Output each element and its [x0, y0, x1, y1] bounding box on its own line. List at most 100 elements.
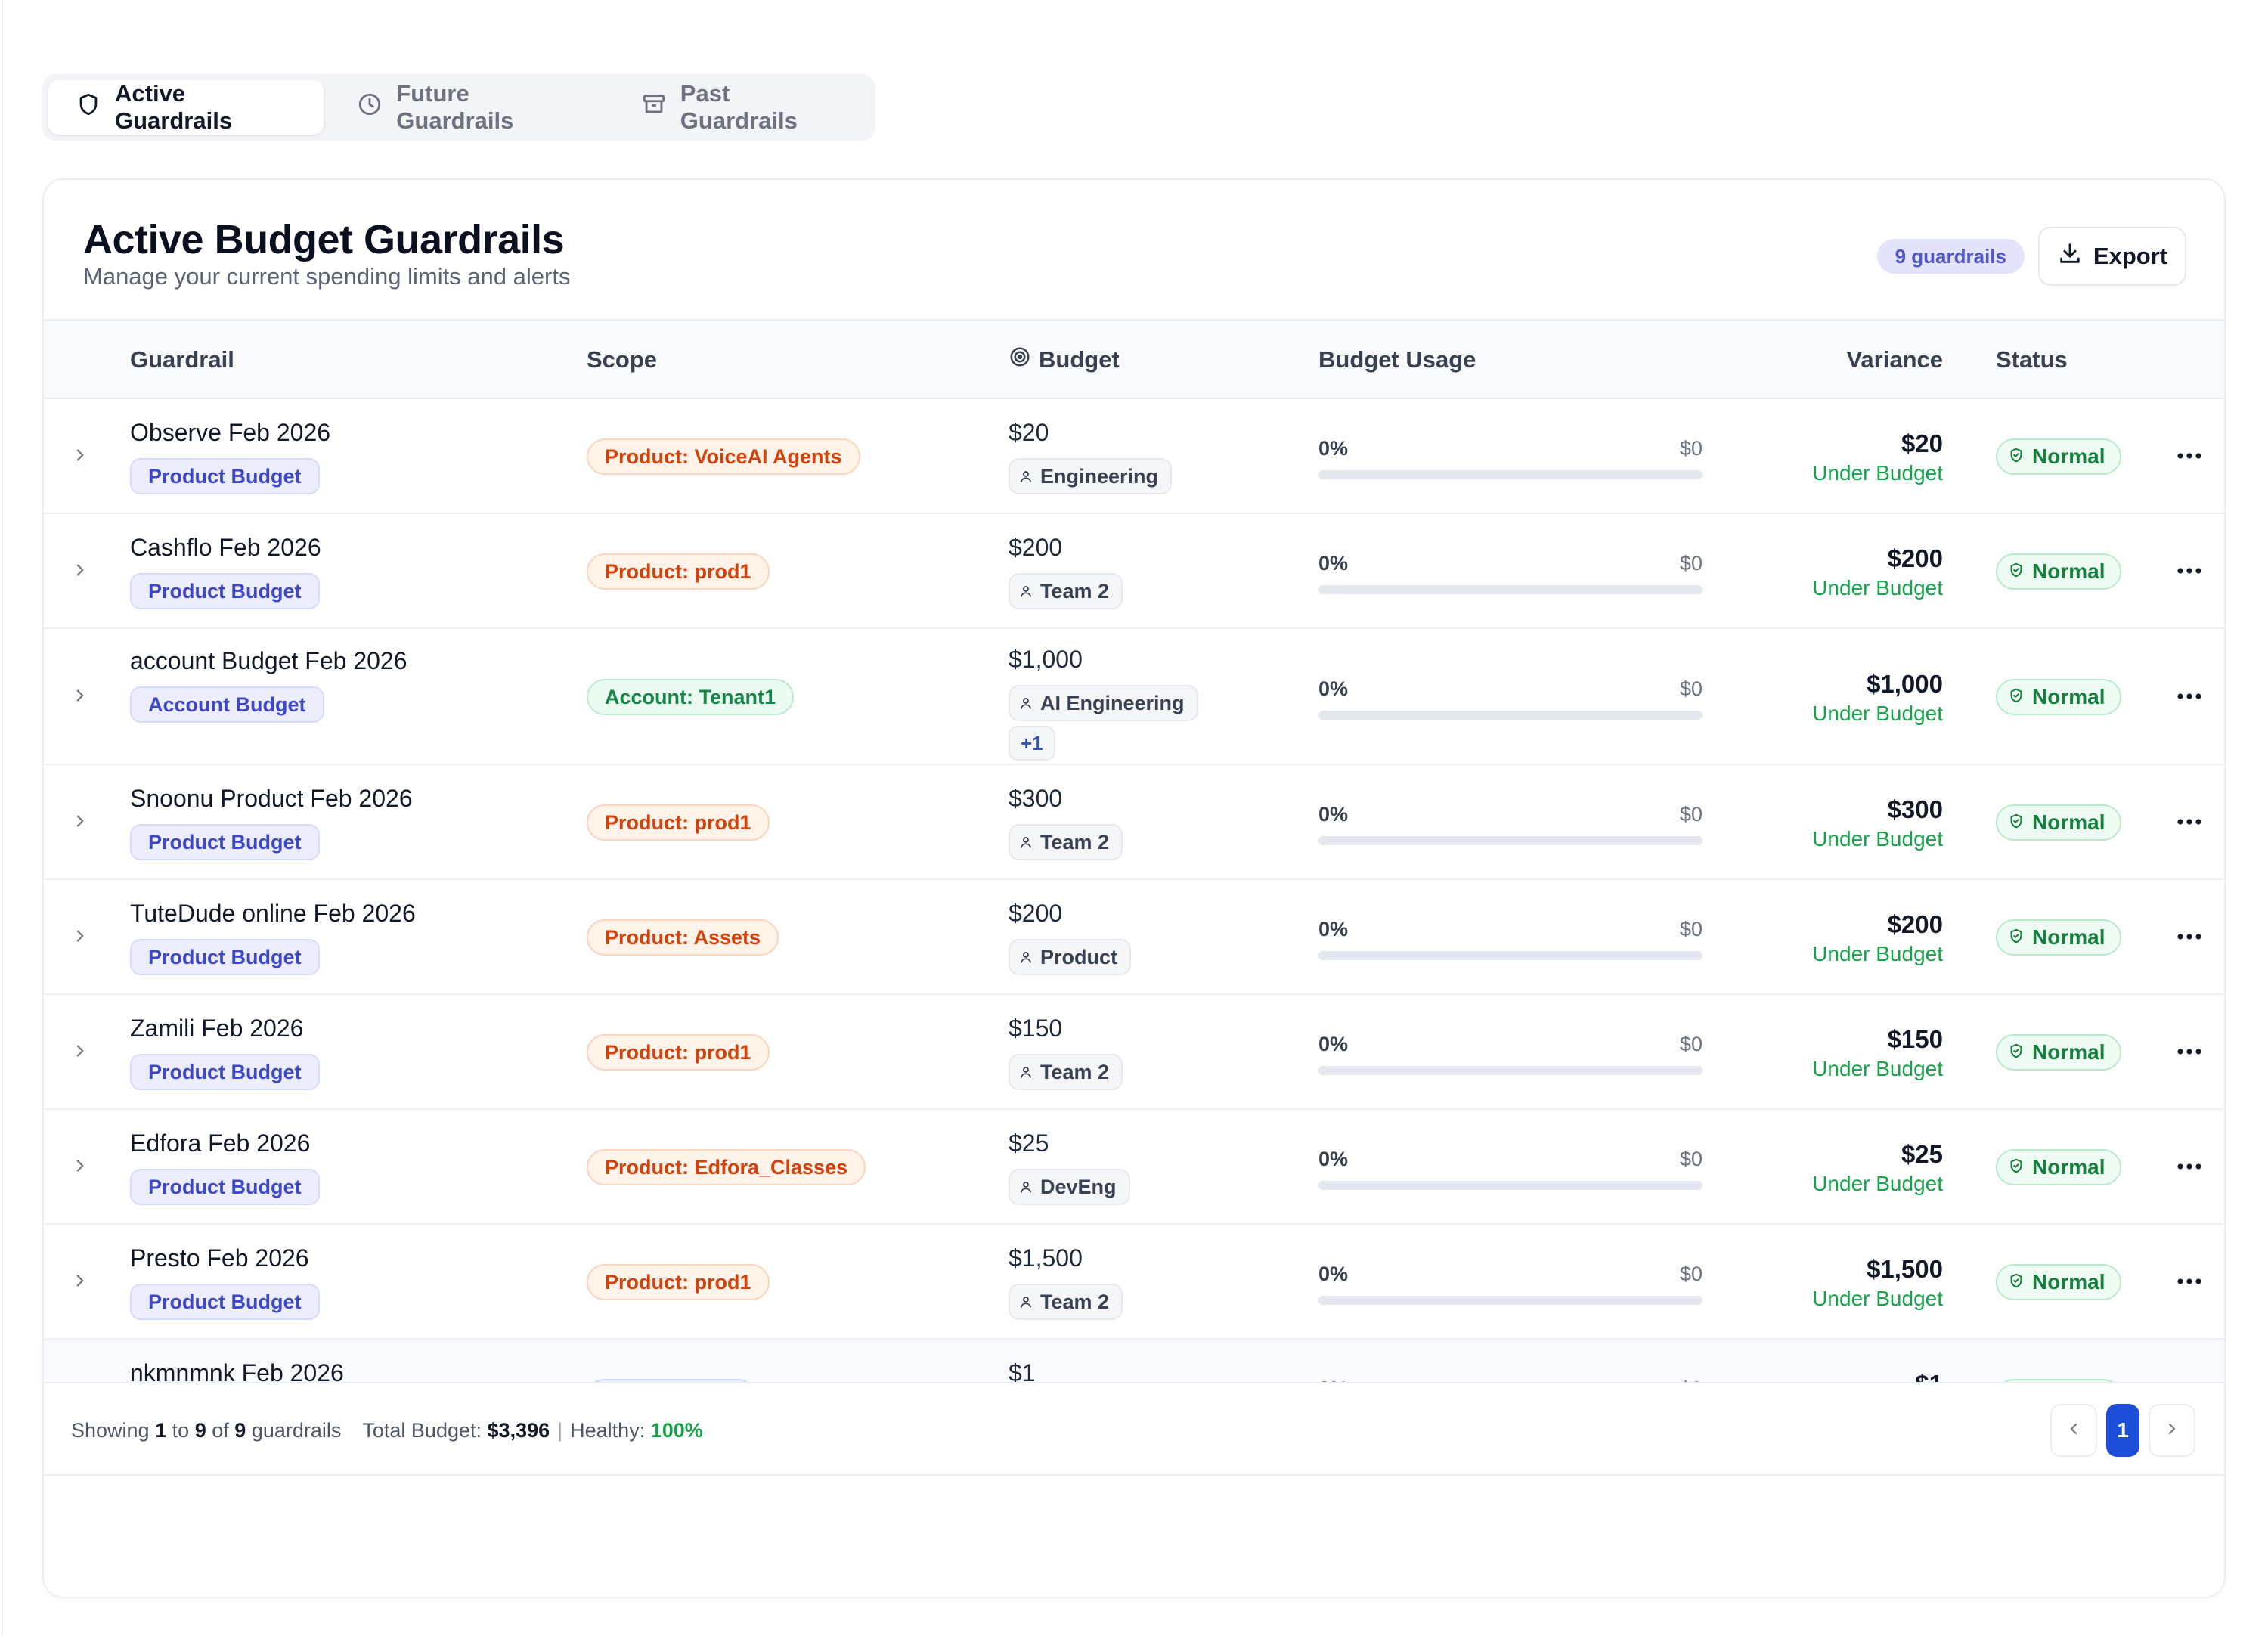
budget-amount: $200	[1009, 534, 1063, 561]
row-actions-button[interactable]	[2170, 807, 2209, 838]
expand-row-button[interactable]	[65, 1037, 95, 1067]
row-actions-button[interactable]	[2170, 1037, 2209, 1067]
tab-future-guardrails[interactable]: Future Guardrails	[330, 80, 608, 135]
expand-row-button[interactable]	[65, 1267, 95, 1297]
table-row[interactable]: Presto Feb 2026 Product Budget Product: pr…	[44, 1225, 2224, 1340]
row-actions-button[interactable]	[2170, 556, 2209, 587]
usage-amount: $0	[1679, 1263, 1703, 1285]
usage-progress-bar	[1318, 711, 1703, 720]
chevron-right-icon	[70, 686, 90, 709]
usage-percent: 0%	[1318, 1263, 1349, 1285]
table-row[interactable]: Zamili Feb 2026 Product Budget Product: pr…	[44, 995, 2224, 1110]
expand-row-button[interactable]	[65, 1152, 95, 1182]
header-guardrail[interactable]: Guardrail	[130, 321, 234, 399]
variance-amount: $1,500	[1867, 1255, 1943, 1283]
status-badge: Normal	[1996, 679, 2122, 715]
tab-active-guardrails[interactable]: Active Guardrails	[48, 80, 324, 135]
usage-progress-bar	[1318, 951, 1703, 960]
variance-amount: $1,000	[1867, 670, 1943, 698]
header-label: Variance	[1846, 346, 1943, 373]
row-actions-button[interactable]	[2170, 442, 2209, 472]
chevron-right-icon	[70, 560, 90, 584]
expand-row-button[interactable]	[65, 442, 95, 472]
chevron-right-icon	[70, 1041, 90, 1064]
table-row[interactable]: Edfora Feb 2026 Product Budget Product: Ed…	[44, 1110, 2224, 1225]
table-header: Guardrail Scope Budget Budget Usage Vari…	[44, 321, 2224, 399]
team-pill: Team 2	[1009, 573, 1123, 609]
status-badge: Normal	[1996, 1034, 2122, 1071]
variance-amount: $200	[1887, 910, 1943, 938]
variance-amount: $150	[1887, 1025, 1943, 1053]
variance-label: Under Budget	[1812, 1057, 1943, 1080]
previous-page-button[interactable]	[2050, 1404, 2097, 1457]
usage-percent: 0%	[1318, 552, 1349, 575]
guardrail-count-badge: 9 guardrails	[1876, 239, 2025, 274]
table-row[interactable]: Cashflo Feb 2026 Product Budget Product: p…	[44, 514, 2224, 629]
guardrail-name: account Budget Feb 2026	[130, 647, 407, 674]
status-label: Normal	[2032, 559, 2105, 583]
export-button[interactable]: Export	[2038, 227, 2186, 286]
usage-progress-bar	[1318, 1296, 1703, 1305]
table-row[interactable]: Observe Feb 2026 Product Budget Product: V…	[44, 399, 2224, 514]
team-pill: Team 2	[1009, 1054, 1123, 1090]
tab-past-guardrails[interactable]: Past Guardrails	[614, 80, 869, 135]
guardrail-name: Snoonu Product Feb 2026	[130, 785, 413, 812]
header-label: Scope	[587, 346, 658, 373]
budget-type-tag: Product Budget	[130, 1054, 320, 1090]
row-actions-button[interactable]	[2170, 1267, 2209, 1297]
current-page-button[interactable]: 1	[2106, 1404, 2139, 1457]
shield-check-icon	[2008, 1270, 2025, 1294]
total-budget-label: Total Budget:	[362, 1418, 482, 1442]
team-pill: Team 2	[1009, 824, 1123, 860]
table-row[interactable]: Snoonu Product Feb 2026 Product Budget Pro…	[44, 765, 2224, 880]
shield-check-icon	[2008, 925, 2025, 950]
summary-total: 9	[234, 1418, 246, 1442]
next-page-button[interactable]	[2149, 1404, 2195, 1457]
header-status[interactable]: Status	[1996, 321, 2068, 399]
team-name: AI Engineering	[1040, 691, 1185, 714]
summary-to: 9	[194, 1418, 206, 1442]
header-variance[interactable]: Variance	[1783, 321, 1943, 399]
chevron-right-icon	[70, 1271, 90, 1294]
table-row[interactable]: account Budget Feb 2026 Account Budget Acc…	[44, 629, 2224, 765]
budget-type-tag: Product Budget	[130, 1284, 320, 1320]
more-teams-pill[interactable]: +1	[1009, 726, 1055, 761]
page-subtitle: Manage your current spending limits and …	[83, 263, 571, 290]
guardrails-card: Active Budget Guardrails Manage your cur…	[42, 178, 2226, 1598]
budget-amount: $1,000	[1009, 646, 1083, 673]
expand-row-button[interactable]	[65, 556, 95, 587]
usage-amount: $0	[1679, 677, 1703, 700]
more-horizontal-icon	[2177, 690, 2202, 704]
chevron-right-icon	[2163, 1420, 2181, 1442]
usage-progress-bar	[1318, 470, 1703, 479]
status-badge: Normal	[1996, 919, 2122, 956]
header-scope[interactable]: Scope	[587, 321, 657, 399]
status-label: Normal	[2032, 445, 2105, 468]
table-row[interactable]: TuteDude online Feb 2026 Product Budget Pr…	[44, 880, 2224, 995]
scope-tag: Product: Edfora_Classes	[587, 1149, 866, 1185]
expand-row-button[interactable]	[65, 807, 95, 838]
user-icon	[1019, 831, 1033, 854]
row-actions-button[interactable]	[2170, 922, 2209, 953]
variance-label: Under Budget	[1812, 827, 1943, 851]
budget-type-tag: Product Budget	[130, 458, 320, 494]
header-budget-usage[interactable]: Budget Usage	[1318, 321, 1476, 399]
header-label: Guardrail	[130, 346, 234, 373]
row-actions-button[interactable]	[2170, 682, 2209, 712]
header-budget[interactable]: Budget	[1009, 321, 1120, 399]
archive-icon	[641, 91, 667, 123]
guardrail-name: Zamili Feb 2026	[130, 1015, 304, 1042]
status-label: Normal	[2032, 810, 2105, 834]
row-actions-button[interactable]	[2170, 1152, 2209, 1182]
table-footer: Showing 1 to 9 of 9 guardrails Total Bud…	[44, 1382, 2224, 1476]
more-horizontal-icon	[2177, 1275, 2202, 1289]
tab-label: Future Guardrails	[396, 80, 514, 134]
budget-type-tag: Product Budget	[130, 573, 320, 609]
expand-row-button[interactable]	[65, 922, 95, 953]
expand-row-button[interactable]	[65, 682, 95, 712]
team-name: Engineering	[1040, 464, 1159, 488]
variance-amount: $20	[1901, 429, 1943, 457]
guardrail-name: Presto Feb 2026	[130, 1244, 309, 1272]
guardrail-name: Edfora Feb 2026	[130, 1129, 311, 1157]
